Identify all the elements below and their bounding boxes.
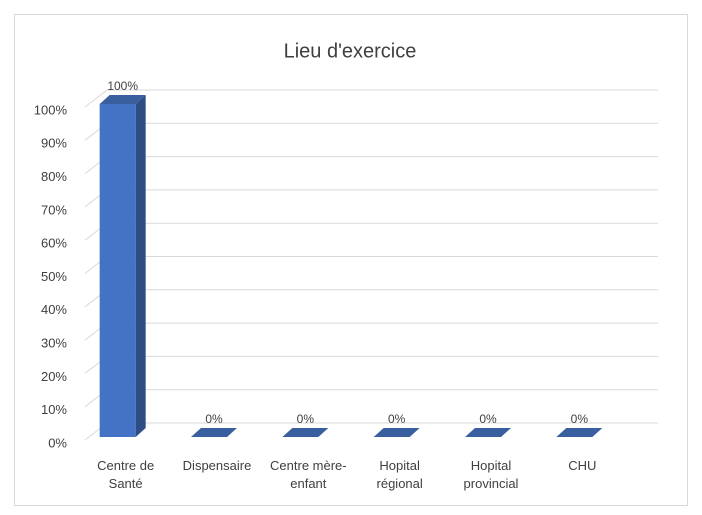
x-tick-label: Hopital provincial [463, 458, 519, 491]
bar [99, 95, 146, 437]
bar [556, 428, 603, 437]
bar-front [99, 104, 136, 437]
value-label: 0% [479, 412, 497, 426]
bar-side [135, 95, 146, 437]
value-label: 0% [297, 412, 315, 426]
grid-line [84, 89, 658, 108]
y-tick-label: 70% [41, 202, 67, 217]
y-tick-label: 90% [41, 136, 67, 151]
bar [373, 428, 420, 437]
y-tick-label: 60% [41, 236, 67, 251]
y-tick-label: 20% [41, 369, 67, 384]
y-tick-label: 10% [41, 402, 67, 417]
y-tick-label: 50% [41, 269, 67, 284]
y-tick-label: 100% [34, 102, 68, 117]
y-tick-label: 0% [48, 435, 67, 450]
x-tick-label: CHU [568, 458, 597, 473]
value-label: 0% [205, 412, 223, 426]
y-tick-label: 40% [41, 302, 67, 317]
x-tick-label: Hopital régional [376, 458, 423, 491]
y-tick-label: 30% [41, 336, 67, 351]
value-label: 0% [571, 412, 589, 426]
x-tick-label: Centre mère-enfant [270, 458, 347, 491]
value-label: 100% [107, 79, 138, 93]
chart-title: Lieu d'exercice [284, 40, 417, 62]
y-tick-label: 80% [41, 169, 67, 184]
bar [191, 428, 237, 437]
bar-top [99, 95, 146, 104]
bar [465, 428, 511, 437]
bar-top [282, 428, 329, 437]
x-tick-label: Centre de Santé [97, 458, 155, 491]
bar [282, 428, 329, 437]
x-tick-label: Dispensaire [182, 458, 252, 473]
bar-top [191, 428, 237, 437]
value-label: 0% [388, 412, 406, 426]
bar-top [373, 428, 420, 437]
bar-top [465, 428, 511, 437]
bar-top [556, 428, 603, 437]
